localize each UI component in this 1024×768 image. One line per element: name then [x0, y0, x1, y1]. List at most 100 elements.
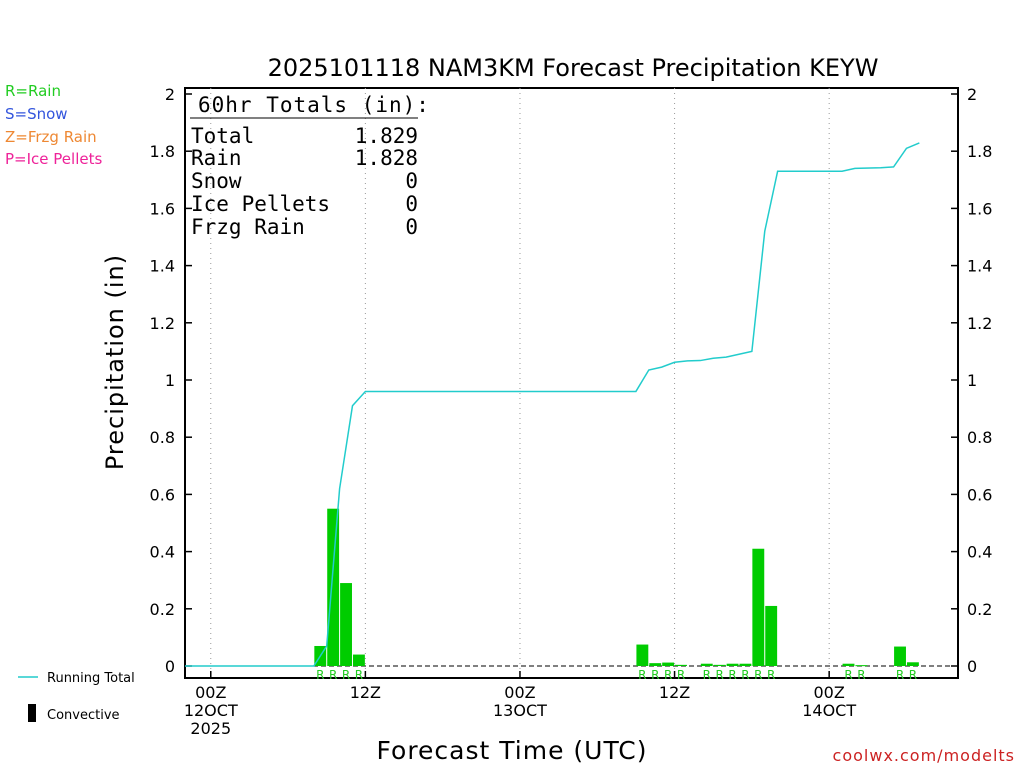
- precip-bar: [739, 663, 752, 666]
- totals-value-snow: 0: [405, 169, 418, 193]
- precip-bar: [842, 663, 855, 666]
- totals-value-ice-pellets: 0: [405, 192, 418, 216]
- precip-bar: [752, 548, 765, 666]
- y-tick-label-right: 1.6: [967, 199, 992, 218]
- precip-type-marker: R: [741, 668, 749, 682]
- precip-type-marker: R: [909, 668, 917, 682]
- y-tick-label-right: 0.4: [967, 543, 992, 562]
- x-tick-label: 00Z: [195, 683, 226, 702]
- y-tick-label-right: 0.8: [967, 428, 992, 447]
- totals-value-total: 1.829: [355, 124, 418, 148]
- y-tick-label-left: 1.6: [150, 199, 175, 218]
- precip-bar: [649, 663, 662, 666]
- precip-type-marker: R: [857, 668, 865, 682]
- y-tick-label-right: 2: [967, 85, 977, 104]
- y-tick-label-left: 1.8: [150, 142, 175, 161]
- totals-value-frzg-rain: 0: [405, 215, 418, 239]
- precip-bar: [352, 654, 365, 666]
- y-tick-label-right: 1: [967, 371, 977, 390]
- running-total-legend-label: Running Total: [47, 671, 135, 686]
- x-tick-label: 2025: [190, 719, 231, 738]
- x-tick-label: 00Z: [504, 683, 535, 702]
- y-tick-label-left: 1: [165, 371, 175, 390]
- precip-type-marker: R: [329, 668, 337, 682]
- y-tick-label-left: 0.4: [150, 543, 175, 562]
- totals-label-ice-pellets: Ice Pellets: [191, 192, 330, 216]
- credit-text: coolwx.com/modelts: [833, 746, 1015, 765]
- y-tick-label-left: 1.2: [150, 314, 175, 333]
- y-tick-label-left: 1.4: [150, 257, 175, 276]
- x-tick-label: 12Z: [350, 683, 381, 702]
- convective-legend-swatch: [28, 704, 36, 722]
- totals-label-rain: Rain: [191, 146, 242, 170]
- legend-ice-pellets: P=Ice Pellets: [5, 150, 102, 168]
- precip-bar: [675, 664, 687, 666]
- precip-type-legend: R=Rain S=Snow Z=Frzg Rain P=Ice Pellets: [5, 82, 102, 168]
- precip-bar: [894, 646, 906, 666]
- precip-bar: [636, 644, 649, 666]
- convective-legend-label: Convective: [47, 708, 120, 723]
- x-tick-label: 13OCT: [493, 701, 547, 720]
- x-tick-label: 12Z: [659, 683, 690, 702]
- precip-bar: [726, 663, 739, 666]
- precip-bar: [906, 662, 919, 666]
- y-tick-label-right: 1.8: [967, 142, 992, 161]
- totals-label-snow: Snow: [191, 169, 242, 193]
- precip-type-marker: R: [896, 668, 904, 682]
- y-axis-left: 0 0.2 0.4 0.6 0.8 1 1.2 1.4 1.6 1.8 2: [150, 85, 192, 676]
- legend-rain: R=Rain: [5, 82, 61, 100]
- precip-type-marker: R: [844, 668, 852, 682]
- precip-type-marker: R: [728, 668, 736, 682]
- precip-type-marker: R: [754, 668, 762, 682]
- precip-type-marker: R: [342, 668, 350, 682]
- precip-type-marker: R: [638, 668, 646, 682]
- precip-type-marker: R: [677, 668, 685, 682]
- y-axis-right: 0 0.2 0.4 0.6 0.8 1 1.2 1.4 1.6 1.8 2: [951, 85, 992, 676]
- precip-bar: [855, 665, 868, 667]
- chart-title: 2025101118 NAM3KM Forecast Precipitation…: [268, 54, 879, 82]
- precip-bar: [700, 663, 713, 666]
- totals-label-total: Total: [191, 124, 254, 148]
- precip-type-marker: R: [767, 668, 775, 682]
- totals-header: 60hr Totals (in):: [198, 93, 430, 117]
- y-tick-label-left: 0.8: [150, 428, 175, 447]
- y-tick-label-left: 2: [165, 85, 175, 104]
- precip-bar: [340, 583, 352, 666]
- x-tick-label: 14OCT: [802, 701, 856, 720]
- totals-label-frzg-rain: Frzg Rain: [191, 215, 305, 239]
- precip-bar: [662, 662, 675, 666]
- precip-type-marker: R: [715, 668, 723, 682]
- plot-frame: [184, 87, 959, 679]
- totals-box: 60hr Totals (in): Total 1.829 Rain 1.828…: [190, 93, 430, 239]
- y-tick-label-left: 0.6: [150, 485, 175, 504]
- y-tick-label-right: 1.2: [967, 314, 992, 333]
- vertical-gridlines: [210, 88, 830, 678]
- precip-type-marker: R: [664, 668, 672, 682]
- precip-type-marker: R: [703, 668, 711, 682]
- x-tick-label: 12OCT: [184, 701, 238, 720]
- precip-type-marker: R: [316, 668, 324, 682]
- y-axis-label: Precipitation (in): [101, 254, 129, 470]
- totals-value-rain: 1.828: [355, 146, 418, 170]
- precip-type-marker: R: [355, 668, 363, 682]
- precip-bar: [765, 605, 778, 666]
- running-total-line: [185, 142, 920, 667]
- legend-snow: S=Snow: [5, 105, 68, 123]
- y-tick-label-right: 1.4: [967, 257, 992, 276]
- precip-bar: [327, 508, 340, 666]
- y-tick-label-right: 0.2: [967, 600, 992, 619]
- precip-bar: [713, 664, 726, 666]
- precip-type-marker: R: [651, 668, 659, 682]
- y-tick-label-right: 0.6: [967, 485, 992, 504]
- x-axis-label: Forecast Time (UTC): [377, 736, 648, 765]
- y-tick-label-left: 0.2: [150, 600, 175, 619]
- precip-bars: [314, 508, 919, 667]
- legend-frzg-rain: Z=Frzg Rain: [5, 128, 97, 146]
- x-tick-label: 00Z: [814, 683, 845, 702]
- y-tick-label-left: 0: [165, 657, 175, 676]
- y-tick-label-right: 0: [967, 657, 977, 676]
